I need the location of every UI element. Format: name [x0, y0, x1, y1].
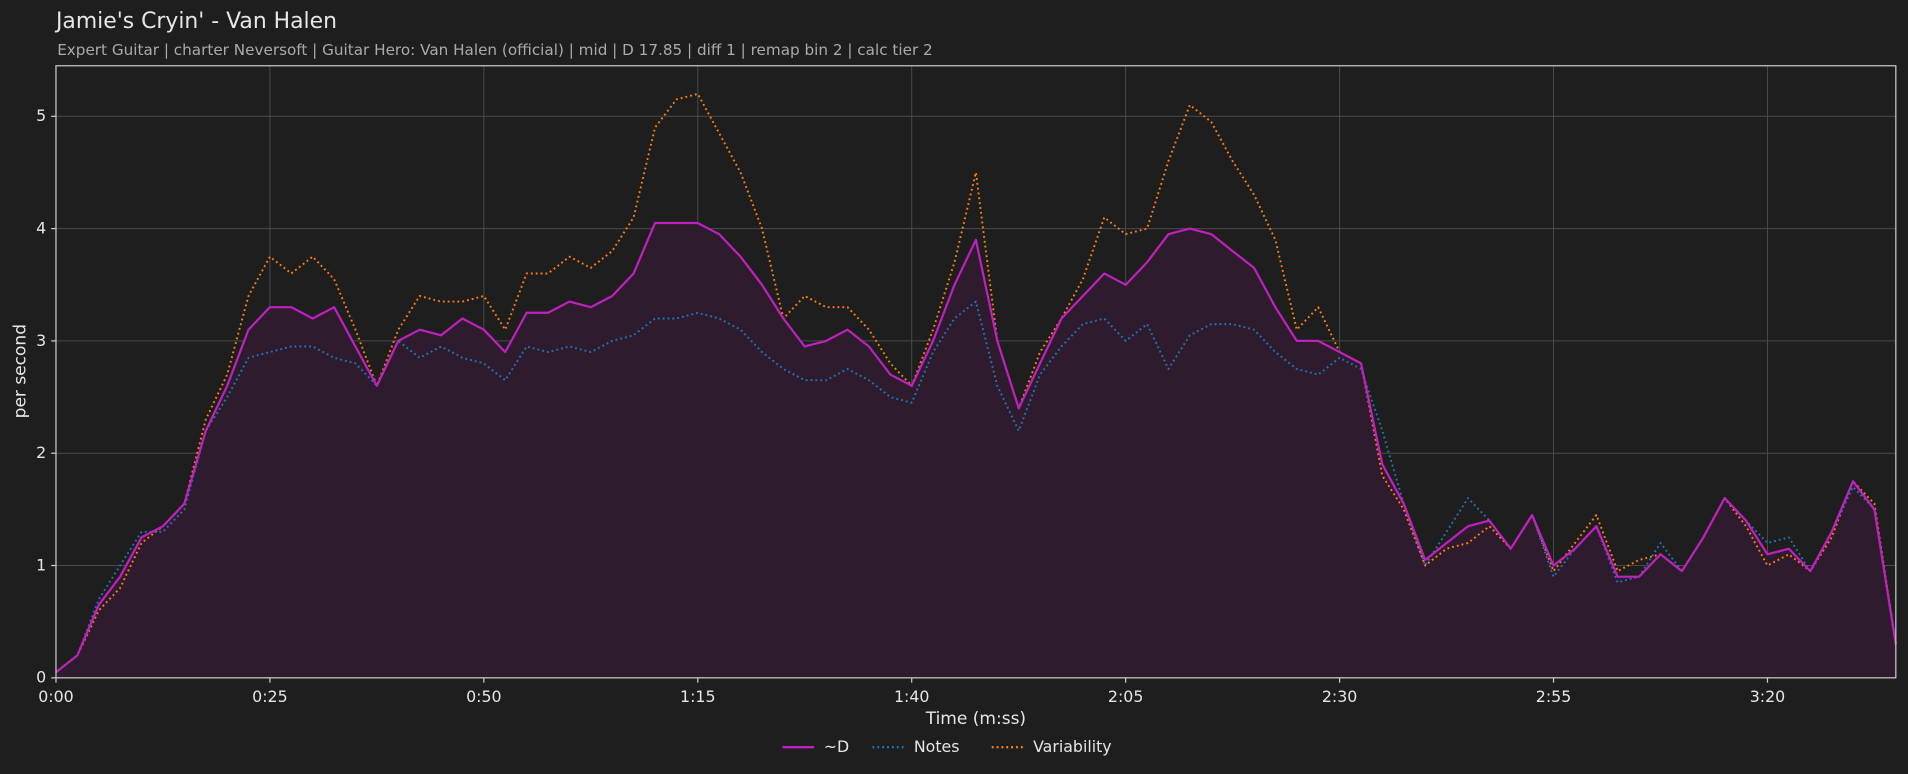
x-tick-label: 0:25 — [252, 687, 287, 706]
y-axis-label: per second — [11, 324, 31, 418]
y-tick-label: 0 — [36, 668, 46, 687]
legend-label: ~D — [824, 737, 849, 756]
area — [55, 222, 1896, 678]
legend-label: Variability — [1033, 737, 1112, 756]
chart-subtitle: Expert Guitar | charter Neversoft | Guit… — [57, 41, 933, 59]
legend-label: Notes — [914, 737, 960, 756]
x-tick-label: 0:00 — [38, 687, 73, 706]
x-tick-label: 2:30 — [1322, 687, 1357, 706]
x-tick-label: 1:40 — [894, 687, 929, 706]
y-tick-label: 5 — [36, 106, 46, 125]
series-line — [55, 92, 1897, 673]
x-tick-label: 0:50 — [466, 687, 501, 706]
y-tick-label: 4 — [36, 218, 46, 237]
plot-frame — [55, 65, 1897, 679]
x-tick-label: 2:55 — [1536, 687, 1571, 706]
x-axis-label: Time (m:ss) — [925, 709, 1026, 729]
y-tick-label: 2 — [36, 443, 46, 462]
chart-title: Jamie's Cryin' - Van Halen — [54, 9, 337, 34]
x-tick-label: 3:20 — [1750, 687, 1785, 706]
x-tick-label: 2:05 — [1108, 687, 1143, 706]
series-line — [55, 300, 1897, 673]
series-line — [55, 221, 1897, 674]
y-tick-label: 3 — [36, 331, 46, 350]
y-tick-label: 1 — [36, 555, 46, 574]
x-tick-label: 1:15 — [680, 687, 715, 706]
